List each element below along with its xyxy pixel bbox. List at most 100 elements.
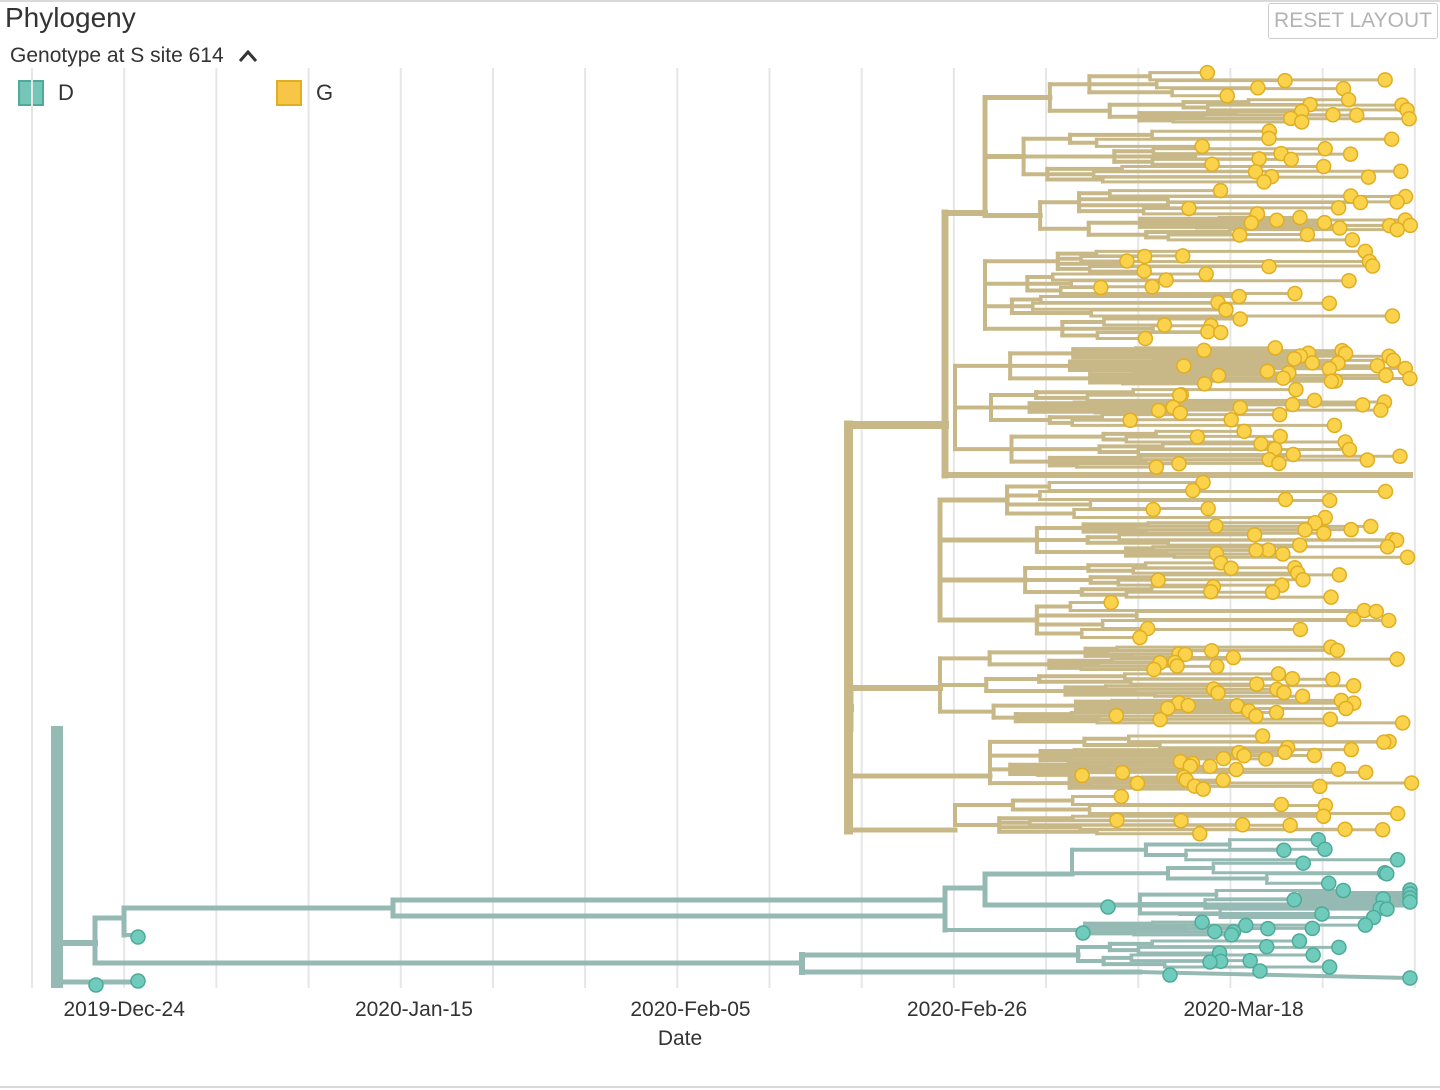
tip-genotype-g	[1288, 381, 1304, 398]
tip-genotype-g	[1338, 700, 1354, 717]
tip-genotype-g	[1292, 209, 1308, 226]
tip-genotype-g	[1114, 764, 1131, 781]
tip-genotype-g	[1261, 130, 1277, 147]
tip-genotype-d	[1305, 947, 1321, 963]
tip-genotype-g	[1251, 151, 1267, 167]
tip-genotype-d	[1402, 894, 1418, 910]
tip-genotype-g	[1299, 226, 1316, 243]
tip-genotype-g	[1215, 750, 1232, 767]
tip-genotype-d	[1335, 882, 1352, 899]
tip-genotype-g	[1254, 728, 1271, 744]
tip-genotype-d	[1357, 917, 1374, 933]
tip-genotype-g	[1389, 651, 1405, 667]
tip-genotype-g	[1321, 492, 1338, 509]
x-tick-label: 2020-Jan-15	[355, 998, 473, 1021]
tip-genotype-g	[1389, 805, 1406, 822]
tip-genotype-g	[1275, 546, 1291, 562]
tip-genotype-g	[1363, 518, 1379, 535]
tip-genotype-g	[1271, 455, 1287, 472]
tip-genotype-g	[1373, 402, 1389, 418]
tip-genotype-g	[1253, 436, 1269, 452]
x-tick-label: 2019-Dec-24	[63, 998, 185, 1021]
x-tick-label: 2020-Mar-18	[1184, 998, 1304, 1021]
tip-genotype-g	[1250, 80, 1266, 96]
tip-genotype-g	[1228, 761, 1245, 778]
tip-genotype-g	[1316, 525, 1332, 541]
tip-genotype-g	[1392, 448, 1408, 464]
tip-genotype-g	[1150, 572, 1166, 589]
tip-genotype-g	[1276, 684, 1292, 701]
tip-genotype-g	[1236, 748, 1252, 764]
panel-title: Phylogeny	[5, 2, 136, 33]
tip-genotype-g	[1331, 220, 1348, 236]
tip-genotype-g	[1232, 399, 1248, 416]
tip-genotype-g	[1317, 141, 1333, 157]
tip-genotype-d	[1242, 952, 1258, 969]
tip-genotype-g	[1113, 788, 1130, 805]
tip-genotype-g	[1196, 342, 1212, 359]
tip-genotype-g	[1203, 642, 1220, 659]
tip-genotype-g	[1384, 308, 1401, 324]
tip-genotype-d	[1317, 841, 1333, 857]
tip-genotype-g	[1343, 521, 1359, 538]
tip-genotype-g	[1344, 232, 1361, 248]
tip-genotype-d	[1320, 875, 1337, 892]
top-divider	[0, 0, 1440, 2]
tip-genotype-g	[1248, 708, 1264, 724]
tip-genotype-g	[1160, 700, 1176, 716]
tip-genotype-g	[1357, 764, 1374, 781]
tip-genotype-g	[1394, 715, 1411, 731]
tip-genotype-g	[1284, 670, 1301, 687]
tip-genotype-g	[1156, 317, 1173, 333]
tip-genotype-g	[1401, 110, 1417, 127]
tip-genotype-g	[1103, 594, 1119, 611]
tip-genotype-d	[1379, 866, 1395, 882]
x-tick-label: 2020-Feb-05	[630, 998, 750, 1021]
tip-genotype-g	[1282, 817, 1298, 833]
tip-genotype-g	[1171, 387, 1188, 404]
tip-genotype-d	[1162, 967, 1178, 983]
tip-genotype-g	[1285, 446, 1301, 463]
tip-genotype-g	[1323, 589, 1339, 605]
tip-genotype-g	[1340, 91, 1357, 108]
tip-genotype-g	[1325, 671, 1341, 688]
legend-title: Genotype at S site 614	[10, 44, 224, 67]
tip-genotype-g	[1210, 367, 1227, 384]
tip-genotype-g	[1275, 370, 1292, 386]
tip-genotype-g	[1378, 367, 1394, 384]
legend-item-g[interactable]: G	[276, 80, 333, 106]
tip-genotype-g	[1108, 707, 1125, 724]
tip-genotype-g	[1171, 455, 1187, 472]
tip-genotype-d	[1206, 923, 1223, 940]
reset-layout-button[interactable]: RESET LAYOUT	[1268, 3, 1438, 39]
tip-genotype-g	[1325, 107, 1341, 123]
tip-genotype-g	[1074, 767, 1090, 784]
tip-genotype-g	[1169, 658, 1185, 674]
tip-genotype-g	[1202, 758, 1218, 775]
tip-genotype-g	[1354, 397, 1371, 413]
tip-genotype-g	[1219, 88, 1235, 104]
legend-toggle[interactable]: Genotype at S site 614	[10, 44, 258, 68]
legend-label-d: D	[58, 80, 74, 105]
x-tick-label: 2020-Feb-26	[907, 998, 1027, 1021]
tip-genotype-g	[1145, 501, 1161, 518]
tip-genotype-g	[1196, 376, 1213, 392]
tip-genotype-g	[1270, 666, 1287, 682]
tip-genotype-g	[1172, 405, 1189, 421]
tip-genotype-g	[1258, 751, 1274, 767]
bottom-divider	[0, 1086, 1440, 1088]
tip-genotype-g	[1212, 182, 1229, 199]
tip-genotype-g	[1321, 295, 1338, 311]
tip-genotype-g	[1277, 491, 1294, 508]
tip-genotype-g	[1369, 357, 1386, 374]
tip-genotype-d	[1276, 842, 1292, 859]
tip-genotype-d	[1286, 892, 1303, 908]
tip-genotype-g	[1341, 441, 1358, 458]
tip-genotype-d	[1075, 925, 1091, 941]
tip-genotype-g	[1331, 567, 1348, 583]
tip-genotype-g	[1364, 258, 1381, 274]
tip-genotype-d	[1260, 920, 1276, 937]
tip-genotype-g	[1287, 285, 1303, 302]
tip-genotype-g	[1268, 704, 1285, 721]
